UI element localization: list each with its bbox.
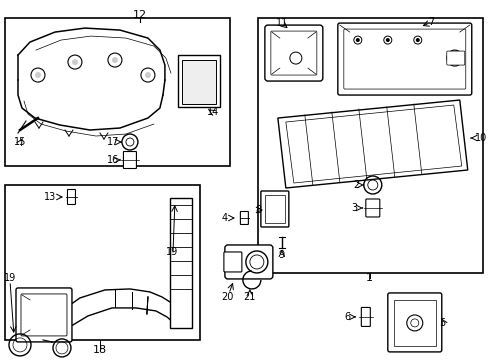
FancyBboxPatch shape xyxy=(365,199,379,217)
FancyBboxPatch shape xyxy=(224,245,272,279)
FancyBboxPatch shape xyxy=(264,25,322,81)
Circle shape xyxy=(144,72,151,78)
FancyBboxPatch shape xyxy=(446,51,464,65)
Text: 7: 7 xyxy=(428,17,434,27)
Text: 11: 11 xyxy=(275,18,287,28)
FancyBboxPatch shape xyxy=(260,191,288,227)
Text: 4: 4 xyxy=(222,213,227,223)
Circle shape xyxy=(35,72,41,78)
Text: 18: 18 xyxy=(93,345,107,355)
Text: 10: 10 xyxy=(474,133,486,143)
Polygon shape xyxy=(277,100,467,188)
Circle shape xyxy=(112,57,118,63)
Text: 17: 17 xyxy=(106,137,119,147)
Text: 9: 9 xyxy=(278,250,285,260)
Text: 19: 19 xyxy=(165,247,178,257)
Text: 16: 16 xyxy=(106,155,119,165)
Circle shape xyxy=(355,38,359,42)
Circle shape xyxy=(72,59,78,65)
Text: 8: 8 xyxy=(255,205,262,215)
FancyBboxPatch shape xyxy=(393,300,435,346)
Text: 20: 20 xyxy=(221,292,234,302)
FancyBboxPatch shape xyxy=(182,60,215,104)
FancyBboxPatch shape xyxy=(67,189,75,204)
Text: 12: 12 xyxy=(133,10,147,20)
FancyBboxPatch shape xyxy=(16,288,72,342)
FancyBboxPatch shape xyxy=(343,29,465,89)
Circle shape xyxy=(415,38,419,42)
Bar xyxy=(5,18,229,166)
Bar xyxy=(169,198,191,328)
FancyBboxPatch shape xyxy=(123,152,136,168)
Text: 13: 13 xyxy=(44,192,56,202)
FancyBboxPatch shape xyxy=(224,252,242,272)
Text: 3: 3 xyxy=(351,203,357,213)
FancyBboxPatch shape xyxy=(337,23,471,95)
FancyBboxPatch shape xyxy=(361,307,369,327)
FancyBboxPatch shape xyxy=(21,294,67,336)
FancyBboxPatch shape xyxy=(387,293,441,352)
Text: 21: 21 xyxy=(243,292,256,302)
Text: 2: 2 xyxy=(353,180,359,190)
Bar xyxy=(257,18,482,273)
FancyBboxPatch shape xyxy=(240,211,248,225)
Text: 6: 6 xyxy=(344,312,350,322)
Text: 1: 1 xyxy=(366,273,372,283)
Bar xyxy=(5,185,200,340)
Text: 15: 15 xyxy=(14,137,26,147)
Text: 19: 19 xyxy=(4,273,16,283)
FancyBboxPatch shape xyxy=(270,31,316,75)
Circle shape xyxy=(385,38,389,42)
Text: 5: 5 xyxy=(439,318,445,328)
FancyBboxPatch shape xyxy=(178,55,220,107)
Text: 14: 14 xyxy=(206,107,219,117)
FancyBboxPatch shape xyxy=(264,195,285,223)
